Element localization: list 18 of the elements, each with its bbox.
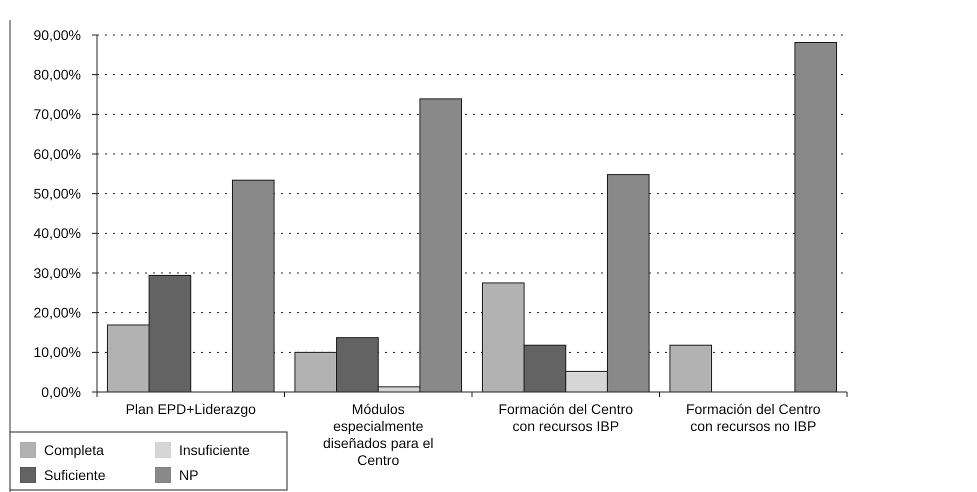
y-tick-label: 60,00% bbox=[34, 146, 81, 162]
legend-label: Completa bbox=[44, 442, 104, 458]
legend-label: NP bbox=[179, 466, 198, 483]
x-tick-label: Formación del Centro con recursos IBP bbox=[498, 401, 634, 434]
y-tick-label: 10,00% bbox=[34, 344, 81, 360]
y-tick-label: 30,00% bbox=[34, 264, 81, 281]
legend-label: Suficiente bbox=[44, 466, 106, 483]
y-tick-label: 0,00% bbox=[41, 384, 81, 400]
x-tick-label: Formación del Centro con recursos no IBP bbox=[686, 401, 821, 434]
y-tick-label: 80,00% bbox=[34, 66, 81, 83]
y-tick-label: 70,00% bbox=[34, 106, 81, 122]
x-tick-label: Módulos especialmente diseñados para el Centro bbox=[322, 401, 434, 468]
y-tick-label: 90,00% bbox=[34, 26, 81, 43]
y-tick-label: 20,00% bbox=[34, 304, 81, 321]
y-tick-label: 40,00% bbox=[34, 225, 81, 242]
x-tick-label: Plan EPD+Liderazgo bbox=[126, 401, 256, 417]
legend-label: Insuficiente bbox=[179, 442, 250, 458]
y-tick-label: 50,00% bbox=[34, 186, 81, 202]
